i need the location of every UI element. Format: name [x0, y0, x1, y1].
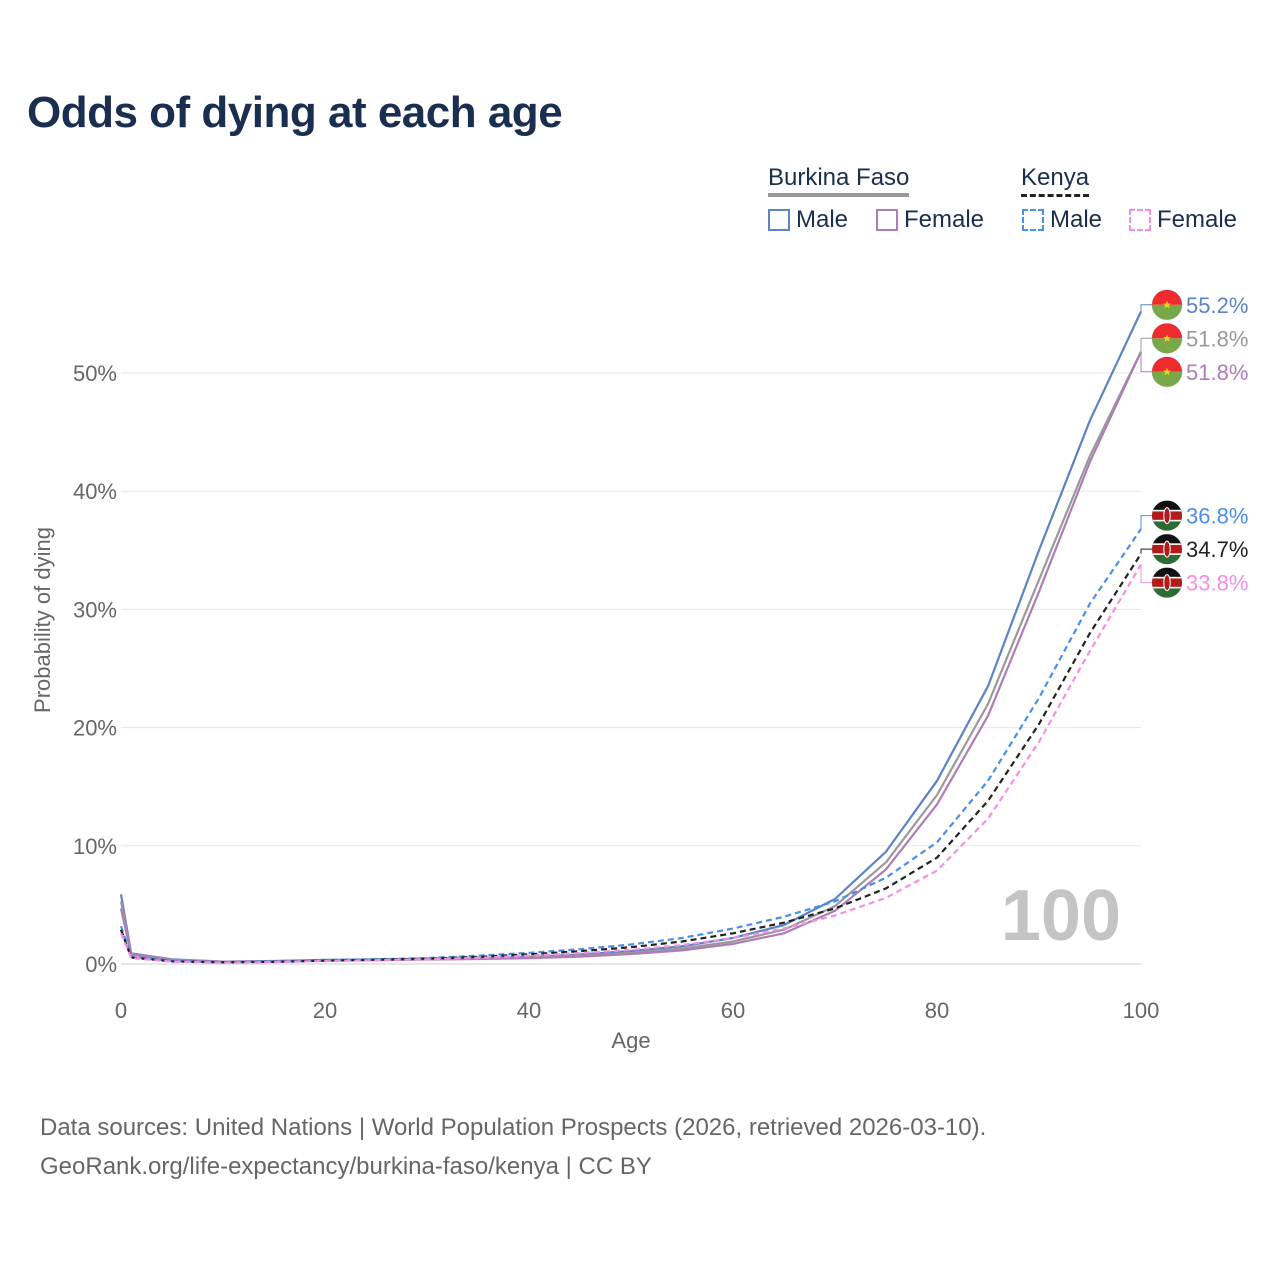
series-line-bf_total[interactable]: [119, 351, 1142, 963]
source-note: Data sources: United Nations | World Pop…: [40, 1108, 986, 1186]
legend-ke-female[interactable]: Female: [1129, 206, 1237, 234]
flag-outline: [1151, 322, 1183, 354]
flag-stripe-green: [1152, 554, 1182, 565]
connector-bf_total: [1140, 337, 1152, 352]
legend-ke-male-swatch: [1022, 209, 1044, 231]
y-tick-label: 30%: [73, 597, 117, 622]
legend-ke-female-swatch: [1129, 209, 1151, 231]
series-line-ke_total[interactable]: [119, 553, 1142, 964]
flag-stripe-green: [1152, 520, 1182, 531]
flag-fill: [1152, 323, 1182, 354]
x-tick-label: 100: [1123, 998, 1160, 1023]
legend-ke-male-label: Male: [1050, 206, 1103, 233]
legend-bf-female[interactable]: Female: [876, 206, 984, 234]
flag-outline: [1151, 289, 1183, 321]
flag-fill: [1152, 289, 1182, 320]
flag-stripe-green: [1152, 338, 1182, 354]
flag-star: [1163, 367, 1171, 376]
connector-bf_male: [1140, 304, 1152, 312]
flag-burkina-faso-icon: [1151, 356, 1183, 388]
flag-outline: [1151, 567, 1183, 599]
flag-fill: [1152, 500, 1182, 531]
flag-outline: [1151, 533, 1183, 565]
y-axis-title: Probability of dying: [30, 527, 55, 713]
legend-group-burkina-faso-label: Burkina Faso: [768, 164, 910, 191]
legend-bf-female-swatch: [876, 209, 898, 231]
flag-star: [1163, 300, 1171, 309]
legend-bf-female-label: Female: [904, 206, 985, 233]
connector-ke_male: [1140, 515, 1152, 529]
x-axis-ticks: 0 20 40 60 80 100: [115, 998, 1159, 1023]
legend-ke-female-label: Female: [1157, 206, 1238, 233]
end-label-bf_total: 51.8%: [1186, 326, 1248, 351]
source-line-1: Data sources: United Nations | World Pop…: [40, 1114, 987, 1141]
x-tick-label: 40: [517, 998, 541, 1023]
watermark-age: 100: [1001, 876, 1121, 956]
flag-fill: [1152, 534, 1182, 565]
end-label-ke_male: 36.8%: [1186, 504, 1248, 529]
legend-group-kenya-label: Kenya: [1021, 164, 1090, 191]
flag-shield: [1163, 540, 1171, 558]
flag-burkina-faso-icon: [1151, 289, 1183, 321]
series-line-bf_male[interactable]: [119, 311, 1142, 963]
series-line-ke_male[interactable]: [119, 528, 1142, 964]
flag-outline: [1151, 356, 1183, 388]
y-tick-label: 50%: [73, 361, 117, 386]
flag-outline: [1151, 500, 1183, 532]
end-labels: 55.2% 51.8% 51.8% 36.8% 34.7% 33.8%: [1140, 289, 1248, 599]
flag-kenya-icon: [1151, 533, 1183, 565]
y-tick-label: 40%: [73, 479, 117, 504]
legend-group-burkina-faso-underline: [768, 193, 910, 197]
flag-shield: [1163, 574, 1171, 592]
series-line-ke_female[interactable]: [119, 563, 1142, 964]
legend-group-burkina-faso: Burkina Faso: [768, 164, 910, 197]
legend-bf-male-swatch: [768, 209, 790, 231]
x-tick-label: 60: [721, 998, 745, 1023]
y-tick-label: 0%: [85, 952, 117, 977]
flag-stripe-black: [1152, 567, 1182, 578]
legend-ke-male[interactable]: Male: [1022, 206, 1102, 234]
legend-bf-male[interactable]: Male: [768, 206, 848, 234]
chart-plot: Probability of dying Age 100 0% 10% 20% 30%…: [30, 289, 1248, 1053]
flag-stripe-green: [1152, 587, 1182, 598]
flag-stripe-green: [1152, 304, 1182, 320]
end-label-bf_male: 55.2%: [1186, 293, 1248, 318]
chart-title: Odds of dying at each age: [27, 88, 563, 137]
connector-ke_female: [1140, 564, 1152, 584]
connector-bf_female: [1140, 351, 1152, 373]
y-axis-ticks: 0% 10% 20% 30% 40% 50%: [73, 361, 117, 977]
x-tick-label: 0: [115, 998, 127, 1023]
flag-shield: [1163, 507, 1171, 525]
legend-group-kenya-underline: [1021, 194, 1090, 197]
flag-stripe-red: [1152, 289, 1182, 305]
x-tick-label: 20: [313, 998, 337, 1023]
connector-ke_total: [1140, 548, 1152, 554]
flag-burkina-faso-icon: [1151, 322, 1183, 354]
flag-kenya-icon: [1151, 500, 1183, 532]
flag-star: [1163, 334, 1171, 342]
legend-group-kenya: Kenya: [1021, 164, 1090, 197]
series-line-bf_female[interactable]: [119, 351, 1142, 963]
y-tick-label: 20%: [73, 716, 117, 741]
flag-stripe-black: [1152, 500, 1182, 511]
y-tick-label: 10%: [73, 834, 117, 859]
flag-stripe-green: [1152, 371, 1182, 387]
flag-stripe-red: [1152, 323, 1182, 339]
source-line-2[interactable]: GeoRank.org/life-expectancy/burkina-faso…: [40, 1153, 652, 1180]
series: [119, 311, 1142, 964]
flag-kenya-icon: [1151, 567, 1183, 599]
flag-stripe-black: [1152, 534, 1182, 545]
x-axis-title: Age: [611, 1028, 650, 1053]
x-tick-label: 80: [925, 998, 949, 1023]
grid: [121, 372, 1141, 965]
end-label-bf_female: 51.8%: [1186, 360, 1248, 385]
end-label-ke_total: 34.7%: [1186, 537, 1248, 562]
flag-stripe-red: [1152, 356, 1182, 372]
legend-bf-male-label: Male: [796, 206, 849, 233]
flag-fill: [1152, 356, 1182, 387]
end-label-ke_female: 33.8%: [1186, 571, 1248, 596]
flag-fill: [1152, 567, 1182, 598]
